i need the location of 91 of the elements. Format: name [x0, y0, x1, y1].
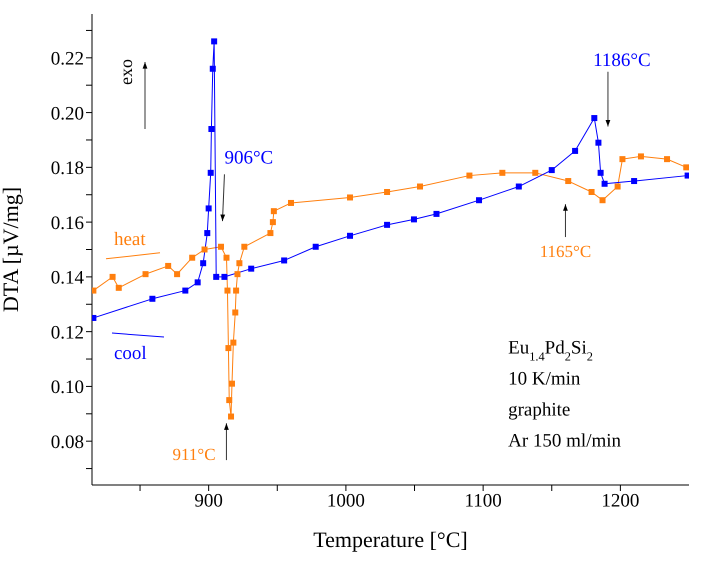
point: [248, 266, 254, 272]
point: [116, 284, 122, 291]
point: [165, 262, 172, 269]
point: [270, 208, 277, 214]
point: [532, 170, 538, 176]
point: [384, 188, 390, 195]
point: [182, 288, 188, 294]
series-label: heat: [114, 228, 146, 250]
point: [223, 254, 230, 261]
point: [232, 309, 238, 316]
point: [202, 246, 208, 252]
point: [206, 205, 212, 212]
point: [189, 254, 196, 261]
point: [433, 210, 440, 217]
y-tick-label: 0.10: [50, 377, 84, 398]
annotation: 10 K/min: [508, 368, 581, 390]
point: [218, 244, 224, 250]
x-tick-label: 1000: [326, 490, 365, 512]
point: [410, 216, 417, 222]
y-tick-label: 0.14: [50, 268, 84, 289]
point: [466, 172, 472, 179]
point: [241, 244, 248, 250]
point: [588, 188, 595, 195]
annotation: 1186°C: [593, 50, 651, 71]
point: [211, 38, 218, 44]
point: [565, 178, 572, 184]
annotation: exo: [116, 59, 136, 85]
y-tick-label: 0.22: [50, 48, 84, 70]
point: [236, 260, 242, 266]
point: [225, 345, 232, 352]
point: [347, 232, 354, 239]
point: [213, 274, 220, 280]
x-tick-label: 1100: [464, 490, 502, 512]
point: [384, 222, 390, 228]
point: [194, 279, 201, 286]
x-tick-label: 900: [194, 490, 223, 512]
point: [602, 180, 608, 187]
annotation: 1165°C: [540, 242, 592, 261]
point: [233, 288, 240, 294]
point: [595, 140, 602, 146]
point: [208, 126, 214, 132]
x-tick-label: 1200: [601, 490, 640, 512]
point: [614, 184, 621, 190]
point: [267, 230, 274, 236]
point: [417, 184, 424, 190]
point: [210, 66, 216, 72]
point: [347, 194, 354, 200]
annotation: 906°C: [224, 147, 274, 168]
point: [631, 178, 638, 184]
point: [226, 397, 232, 404]
point: [228, 380, 235, 387]
x-axis-title: Temperature [°C]: [313, 527, 468, 552]
point: [591, 115, 598, 122]
y-tick-label: 0.20: [50, 103, 84, 124]
annotation: graphite: [508, 400, 570, 421]
point: [174, 271, 180, 278]
y-tick-label: 0.18: [50, 158, 84, 180]
y-axis-title: DTA [µV/mg]: [0, 186, 23, 312]
point: [204, 230, 210, 236]
annotation: 911°C: [172, 445, 216, 464]
point: [516, 184, 522, 190]
point: [548, 167, 555, 174]
point: [598, 170, 604, 176]
point: [664, 156, 670, 162]
point: [208, 170, 214, 176]
point: [228, 414, 234, 420]
point: [638, 153, 644, 160]
annotation: Ar 150 ml/min: [508, 430, 622, 452]
point: [234, 271, 240, 278]
y-tick-label: 0.16: [50, 212, 84, 234]
point: [142, 271, 149, 278]
point: [221, 274, 228, 280]
point: [200, 260, 206, 266]
point: [110, 274, 116, 280]
annotation: Eu$_{1.4}$Pd$_{2}$Si$_{2}$: [508, 338, 593, 364]
point: [281, 257, 288, 264]
point: [600, 197, 606, 204]
point: [683, 164, 689, 170]
legend-label: cool: [114, 343, 147, 364]
point: [572, 148, 578, 154]
y-tick-label: 0.08: [50, 432, 84, 453]
point: [288, 200, 294, 206]
point: [499, 170, 506, 176]
point: [230, 340, 236, 346]
point: [619, 156, 626, 162]
point: [224, 288, 230, 294]
point: [476, 197, 482, 204]
y-tick-label: 0.12: [50, 322, 84, 344]
point: [149, 296, 156, 302]
point: [270, 219, 276, 226]
point: [312, 244, 319, 250]
